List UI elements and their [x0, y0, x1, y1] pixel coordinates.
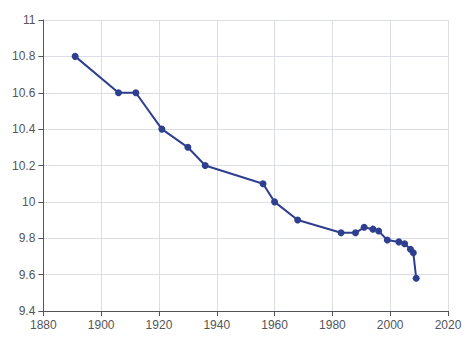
svg-text:10: 10	[22, 195, 36, 209]
svg-text:2000: 2000	[377, 318, 404, 332]
svg-text:1880: 1880	[30, 318, 57, 332]
svg-text:1900: 1900	[88, 318, 115, 332]
svg-text:11: 11	[23, 13, 36, 27]
svg-text:9.4: 9.4	[19, 304, 36, 318]
svg-text:10.4: 10.4	[12, 122, 36, 136]
svg-text:10.6: 10.6	[12, 86, 36, 100]
svg-text:9.8: 9.8	[19, 231, 36, 245]
svg-text:1960: 1960	[261, 318, 288, 332]
svg-text:1920: 1920	[146, 318, 173, 332]
svg-text:1980: 1980	[319, 318, 346, 332]
svg-text:10.2: 10.2	[12, 159, 36, 173]
svg-text:1940: 1940	[203, 318, 230, 332]
svg-text:2020: 2020	[435, 318, 462, 332]
svg-text:10.8: 10.8	[12, 49, 36, 63]
svg-text:9.6: 9.6	[19, 268, 36, 282]
